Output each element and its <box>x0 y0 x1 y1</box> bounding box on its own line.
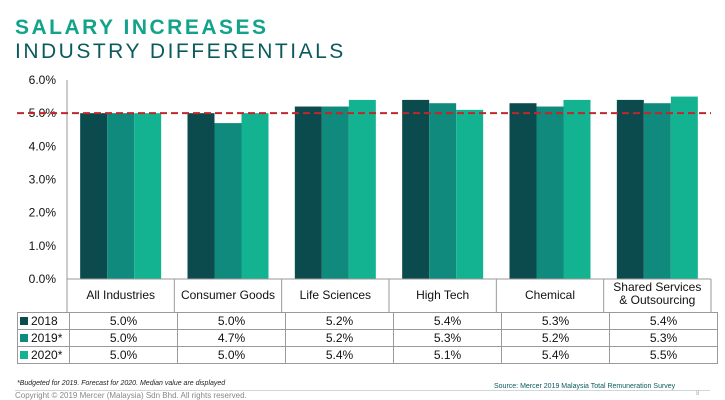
category-label: High Tech <box>416 288 469 302</box>
category-label: Chemical <box>525 288 575 302</box>
data-label: 5.4% <box>393 312 502 330</box>
page-subtitle: INDUSTRY DIFFERENTIALS <box>15 40 346 63</box>
bar <box>214 123 242 279</box>
data-label: 5.0% <box>69 329 178 347</box>
data-label: 5.2% <box>501 329 610 347</box>
bar-chart: 0.0%1.0%2.0%3.0%4.0%5.0%6.0% All Industr… <box>17 73 712 312</box>
bar <box>563 99 591 280</box>
legend-swatch <box>20 317 28 325</box>
page-number: 8 <box>696 391 700 397</box>
data-label: 5.3% <box>393 329 502 347</box>
data-label: 5.0% <box>69 312 178 330</box>
data-label: 5.3% <box>609 329 718 347</box>
data-label: 5.0% <box>69 346 178 364</box>
y-tick-label: 1.0% <box>29 239 57 253</box>
bar <box>616 99 644 280</box>
series-legend-key: 2019* <box>17 329 70 347</box>
footer-divider <box>15 390 710 391</box>
data-label: 5.2% <box>285 312 394 330</box>
data-label: 5.2% <box>285 329 394 347</box>
bar <box>402 99 430 280</box>
bar <box>80 113 108 280</box>
y-tick-label: 4.0% <box>29 139 57 153</box>
category-label: All Industries <box>86 288 155 302</box>
category-label: Consumer Goods <box>181 288 275 302</box>
legend-swatch <box>20 334 28 342</box>
series-legend-key: 2020* <box>17 346 70 364</box>
legend-swatch <box>20 351 28 359</box>
data-table-row: 2020* 5.0% 5.0% 5.4% 5.1% 5.4% 5.5% <box>17 346 718 364</box>
data-label: 5.3% <box>501 312 610 330</box>
bar <box>509 103 537 279</box>
copyright: Copyright © 2019 Mercer (Malaysia) Sdn B… <box>15 391 247 400</box>
bar <box>294 106 322 280</box>
data-label: 5.4% <box>285 346 394 364</box>
data-label: 5.4% <box>609 312 718 330</box>
category-label: Shared Services <box>613 280 701 294</box>
category-label: Life Sciences <box>300 288 371 302</box>
bar <box>134 113 162 280</box>
data-table: 2018 5.0% 5.0% 5.2% 5.4% 5.3% 5.4% 2019* 5.0% 4.7… <box>17 312 718 364</box>
y-tick-label: 6.0% <box>29 73 57 87</box>
bar <box>643 103 671 279</box>
series-name: 2018 <box>31 314 58 328</box>
data-label: 5.1% <box>393 346 502 364</box>
bar <box>321 106 349 280</box>
data-label: 5.4% <box>501 346 610 364</box>
bar <box>456 109 484 279</box>
data-label: 5.0% <box>177 346 286 364</box>
data-table-row: 2018 5.0% 5.0% 5.2% 5.4% 5.3% 5.4% <box>17 312 718 330</box>
category-label: & Outsourcing <box>619 293 695 307</box>
bar <box>187 113 215 280</box>
bar <box>107 113 135 280</box>
page-title: SALARY INCREASES <box>15 16 269 39</box>
data-label: 5.0% <box>177 312 286 330</box>
bar <box>348 99 376 280</box>
data-label: 5.5% <box>609 346 718 364</box>
series-legend-key: 2018 <box>17 312 70 330</box>
source-note: Source: Mercer 2019 Malaysia Total Remun… <box>494 383 676 390</box>
data-label: 4.7% <box>177 329 286 347</box>
y-tick-label: 2.0% <box>29 206 57 220</box>
y-tick-label: 0.0% <box>29 272 57 286</box>
bar <box>241 113 269 280</box>
bar <box>429 103 457 279</box>
y-tick-label: 3.0% <box>29 173 57 187</box>
bar <box>536 106 564 280</box>
bar <box>670 96 698 279</box>
series-name: 2019* <box>31 331 63 345</box>
data-table-row: 2019* 5.0% 4.7% 5.2% 5.3% 5.2% 5.3% <box>17 329 718 347</box>
series-name: 2020* <box>31 348 63 362</box>
footnote: *Budgeted for 2019. Forecast for 2020. M… <box>17 380 226 387</box>
